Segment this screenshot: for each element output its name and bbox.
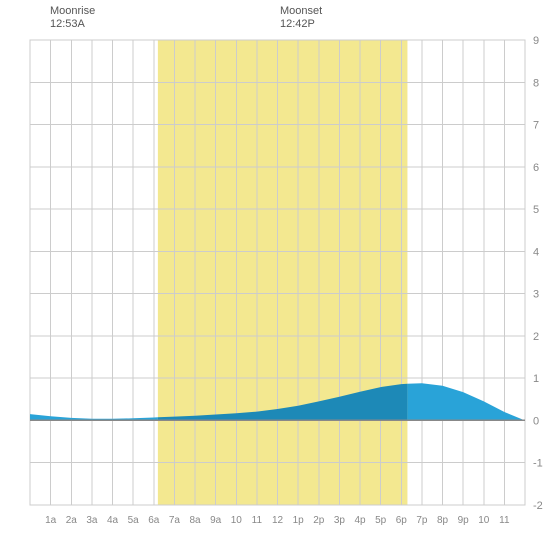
x-tick-label: 2a [66, 515, 78, 526]
x-tick-label: 10 [478, 515, 490, 526]
y-tick-label: 4 [533, 246, 539, 258]
x-tick-label: 3p [334, 515, 346, 526]
x-tick-label: 8p [437, 515, 449, 526]
moonset-label: Moonset 12:42P [280, 5, 322, 31]
x-tick-label: 7a [169, 515, 181, 526]
chart-svg: -2-101234567891a2a3a4a5a6a7a8a9a1011121p… [0, 0, 550, 550]
y-tick-label: 9 [533, 35, 539, 47]
x-tick-label: 9a [210, 515, 222, 526]
x-tick-label: 12 [272, 515, 284, 526]
x-tick-label: 6p [396, 515, 408, 526]
y-tick-label: 2 [533, 331, 539, 343]
y-tick-label: 5 [533, 204, 539, 216]
y-tick-label: 7 [533, 120, 539, 132]
y-tick-label: 3 [533, 289, 539, 301]
x-tick-label: 2p [313, 515, 325, 526]
x-tick-label: 5a [128, 515, 140, 526]
x-tick-label: 7p [416, 515, 428, 526]
x-tick-label: 9p [458, 515, 470, 526]
x-tick-label: 10 [231, 515, 243, 526]
moonrise-label: Moonrise 12:53A [50, 5, 95, 31]
tide-chart: Moonrise 12:53A Moonset 12:42P -2-101234… [0, 0, 550, 550]
moonset-time: 12:42P [280, 18, 322, 31]
x-tick-label: 1a [45, 515, 57, 526]
x-tick-label: 6a [148, 515, 160, 526]
y-tick-label: -1 [533, 458, 543, 470]
moonset-title: Moonset [280, 5, 322, 18]
x-tick-label: 8a [189, 515, 201, 526]
x-tick-label: 3a [86, 515, 98, 526]
x-tick-label: 4a [107, 515, 119, 526]
x-tick-label: 4p [354, 515, 366, 526]
y-tick-label: 6 [533, 162, 539, 174]
y-tick-label: 1 [533, 373, 539, 385]
x-tick-label: 5p [375, 515, 387, 526]
y-tick-label: 8 [533, 77, 539, 89]
x-tick-label: 11 [499, 515, 510, 526]
y-tick-label: 0 [533, 415, 539, 427]
moonrise-title: Moonrise [50, 5, 95, 18]
moonrise-time: 12:53A [50, 18, 95, 31]
x-tick-label: 11 [252, 515, 263, 526]
y-tick-label: -2 [533, 500, 543, 512]
x-tick-label: 1p [293, 515, 305, 526]
